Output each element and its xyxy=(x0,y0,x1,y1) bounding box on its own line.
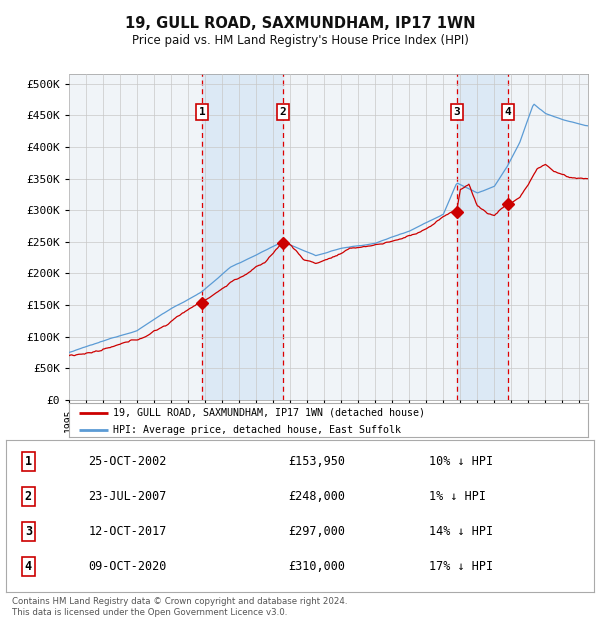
Text: Contains HM Land Registry data © Crown copyright and database right 2024.
This d: Contains HM Land Registry data © Crown c… xyxy=(12,598,347,617)
Text: 19, GULL ROAD, SAXMUNDHAM, IP17 1WN: 19, GULL ROAD, SAXMUNDHAM, IP17 1WN xyxy=(125,16,475,30)
Text: £248,000: £248,000 xyxy=(288,490,345,503)
Text: 12-OCT-2017: 12-OCT-2017 xyxy=(88,525,167,538)
Text: 17% ↓ HPI: 17% ↓ HPI xyxy=(430,560,493,573)
Bar xyxy=(202,74,283,400)
Text: £310,000: £310,000 xyxy=(288,560,345,573)
Text: 14% ↓ HPI: 14% ↓ HPI xyxy=(430,525,493,538)
Text: Price paid vs. HM Land Registry's House Price Index (HPI): Price paid vs. HM Land Registry's House … xyxy=(131,34,469,47)
Text: 3: 3 xyxy=(25,525,32,538)
Text: 2: 2 xyxy=(25,490,32,503)
Text: 3: 3 xyxy=(454,107,460,117)
Text: 1: 1 xyxy=(25,455,32,468)
Text: 4: 4 xyxy=(505,107,511,117)
Text: 2: 2 xyxy=(280,107,286,117)
Text: 25-OCT-2002: 25-OCT-2002 xyxy=(88,455,167,468)
Text: 23-JUL-2007: 23-JUL-2007 xyxy=(88,490,167,503)
Text: 1% ↓ HPI: 1% ↓ HPI xyxy=(430,490,487,503)
Bar xyxy=(457,74,508,400)
Text: 10% ↓ HPI: 10% ↓ HPI xyxy=(430,455,493,468)
Text: 4: 4 xyxy=(25,560,32,573)
Text: HPI: Average price, detached house, East Suffolk: HPI: Average price, detached house, East… xyxy=(113,425,401,435)
Text: 09-OCT-2020: 09-OCT-2020 xyxy=(88,560,167,573)
Text: £153,950: £153,950 xyxy=(288,455,345,468)
Text: £297,000: £297,000 xyxy=(288,525,345,538)
Text: 1: 1 xyxy=(199,107,205,117)
Text: 19, GULL ROAD, SAXMUNDHAM, IP17 1WN (detached house): 19, GULL ROAD, SAXMUNDHAM, IP17 1WN (det… xyxy=(113,407,425,417)
